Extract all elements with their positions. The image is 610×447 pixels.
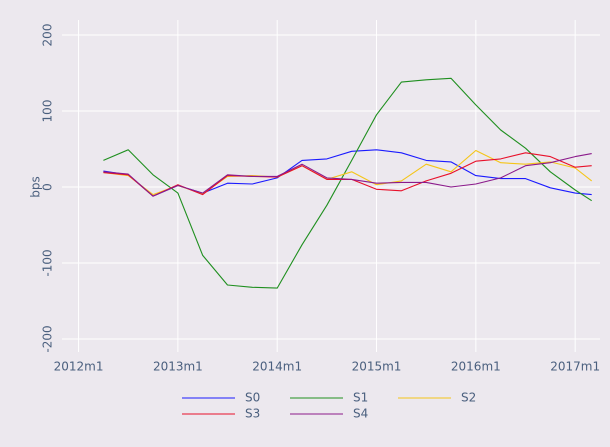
x-tick-label: 2016m1 — [451, 360, 501, 374]
x-tick-label: 2013m1 — [153, 360, 203, 374]
y-tick-label: 200 — [41, 24, 55, 47]
y-tick-label: 100 — [41, 100, 55, 123]
x-tick-label: 2012m1 — [54, 360, 104, 374]
x-tick-label: 2014m1 — [252, 360, 302, 374]
y-tick-label: -200 — [41, 325, 55, 352]
legend-label: S2 — [461, 391, 476, 405]
series-line — [103, 153, 592, 197]
x-tick-label: 2017m1 — [550, 360, 600, 374]
legend-label: S0 — [245, 391, 260, 405]
legend-label: S1 — [353, 391, 368, 405]
x-tick-label: 2015m1 — [352, 360, 402, 374]
legend-label: S3 — [245, 407, 260, 421]
y-axis-label: bps — [29, 176, 43, 198]
y-tick-label: -100 — [41, 249, 55, 276]
legend-label: S4 — [353, 407, 368, 421]
y-tick-label: 0 — [41, 183, 55, 191]
series-line — [103, 77, 592, 289]
